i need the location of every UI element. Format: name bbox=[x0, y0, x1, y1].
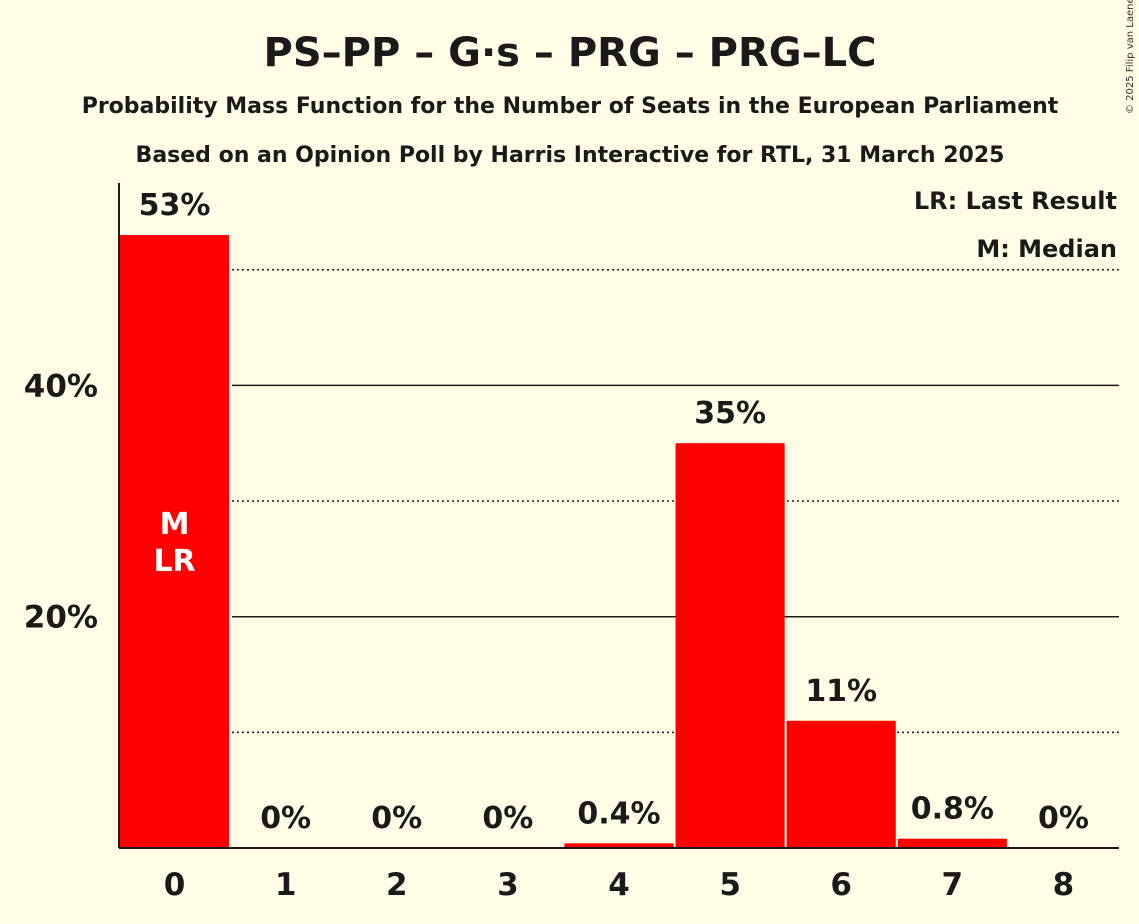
bar-7 bbox=[897, 838, 1007, 848]
bars-layer bbox=[120, 235, 1007, 849]
bar-6 bbox=[786, 720, 896, 848]
axis-layer bbox=[118, 183, 1119, 849]
x-tick-label-7: 7 bbox=[942, 867, 964, 903]
value-label-7: 0.8% bbox=[911, 792, 994, 827]
x-tick-label-2: 2 bbox=[386, 867, 408, 903]
x-tick-label-4: 4 bbox=[608, 867, 630, 903]
legend-last-result: LR: Last Result bbox=[914, 187, 1117, 215]
y-tick-label: 40% bbox=[24, 368, 98, 404]
copyright-text: © 2025 Filip van Laenen bbox=[1125, 0, 1136, 114]
value-label-4: 0.4% bbox=[577, 796, 660, 831]
grid-layer: 20% 40% bbox=[24, 268, 1119, 734]
value-label-6: 11% bbox=[805, 674, 877, 709]
chart-subtitle: Probability Mass Function for the Number… bbox=[82, 94, 1059, 119]
legend-median: M: Median bbox=[976, 235, 1117, 263]
x-tick-label-5: 5 bbox=[719, 867, 741, 903]
value-label-3: 0% bbox=[482, 801, 533, 836]
value-label-8: 0% bbox=[1038, 801, 1089, 836]
value-label-2: 0% bbox=[371, 801, 422, 836]
x-tick-label-0: 0 bbox=[164, 867, 186, 903]
chart-subtitle-source: Based on an Opinion Poll by Harris Inter… bbox=[136, 143, 1005, 168]
x-tick-label-8: 8 bbox=[1053, 867, 1075, 903]
bar-5 bbox=[675, 443, 785, 848]
value-label-0: 53% bbox=[139, 188, 211, 223]
bar-0 bbox=[120, 235, 230, 849]
in-bar-label-lr: LR bbox=[153, 544, 195, 579]
value-label-5: 35% bbox=[694, 396, 766, 431]
chart-title: PS–PP – G·s – PRG – PRG–LC bbox=[264, 30, 877, 76]
value-label-1: 0% bbox=[260, 801, 311, 836]
x-tick-label-3: 3 bbox=[497, 867, 519, 903]
in-bar-label-m: M bbox=[160, 507, 190, 542]
labels-layer: 53% 0 0% 1 0% 2 0% 3 0.4% 4 35% 5 11% 6 0.8% 7 0% 8 MLR bbox=[139, 188, 1089, 903]
bar-4 bbox=[564, 843, 674, 848]
x-tick-label-6: 6 bbox=[830, 867, 852, 903]
y-tick-label: 20% bbox=[24, 600, 98, 636]
x-tick-label-1: 1 bbox=[275, 867, 297, 903]
